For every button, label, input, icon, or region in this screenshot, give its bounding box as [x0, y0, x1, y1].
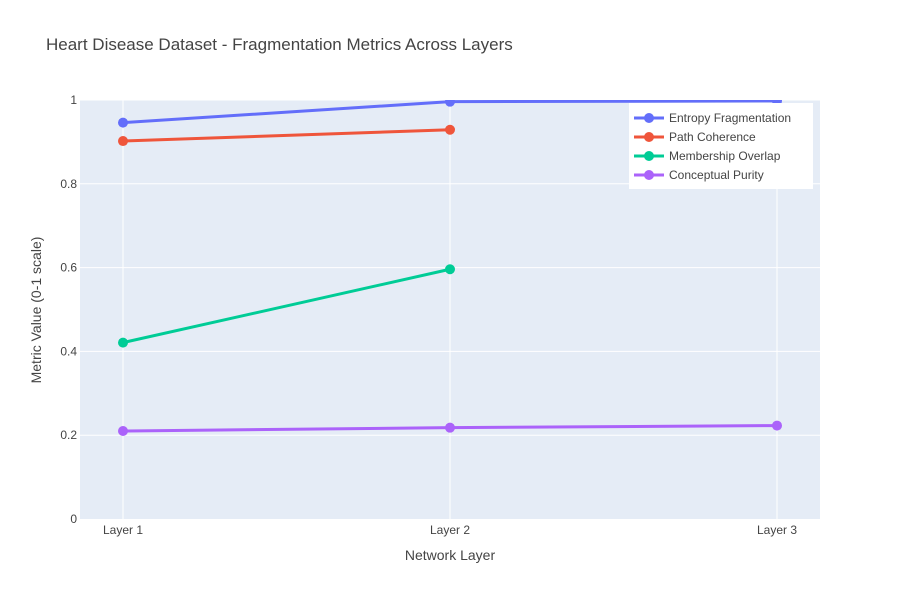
legend-swatch-marker [644, 151, 654, 161]
legend-swatch-marker [644, 132, 654, 142]
data-point-entropy-fragmentation[interactable] [445, 97, 455, 107]
legend-item-membership-overlap[interactable]: Membership Overlap [634, 149, 781, 163]
x-axis-title: Network Layer [405, 547, 496, 563]
y-tick-label: 0.4 [60, 344, 77, 358]
y-tick-label: 1 [70, 93, 77, 107]
y-axis-title: Metric Value (0-1 scale) [28, 237, 44, 384]
series-line-membership-overlap [122, 267, 451, 345]
series-entropy-fragmentation [118, 97, 782, 128]
tick-labels: 0 0.2 0.4 0.6 0.8 1 Layer 1 Layer 2 Layer 3 [60, 93, 797, 537]
series-path-coherence [118, 124, 455, 147]
data-point-membership-overlap[interactable] [445, 264, 455, 275]
series-line-path-coherence [122, 128, 451, 143]
data-point-conceptual-purity[interactable] [445, 422, 455, 433]
legend-swatch-marker [644, 170, 654, 180]
x-tick-label: Layer 2 [430, 523, 470, 537]
x-tick-label: Layer 3 [757, 523, 797, 537]
data-point-conceptual-purity[interactable] [118, 426, 128, 437]
legend-label: Conceptual Purity [669, 168, 764, 182]
series-conceptual-purity [118, 420, 782, 437]
y-tick-label: 0.6 [60, 261, 77, 275]
legend-label: Entropy Fragmentation [669, 111, 791, 125]
y-tick-label: 0 [70, 512, 77, 526]
legend-label: Path Coherence [669, 130, 756, 144]
legend-item-conceptual-purity[interactable]: Conceptual Purity [634, 168, 764, 182]
data-point-path-coherence[interactable] [118, 136, 128, 147]
series-group [118, 97, 782, 437]
x-tick-label: Layer 1 [103, 523, 143, 537]
legend-swatch-marker [644, 113, 654, 123]
data-point-path-coherence[interactable] [445, 124, 455, 135]
data-point-conceptual-purity[interactable] [772, 420, 782, 431]
data-point-membership-overlap[interactable] [118, 337, 128, 348]
legend[interactable]: Entropy Fragmentation Path Coherence Membe… [629, 103, 813, 189]
y-tick-label: 0.8 [60, 177, 77, 191]
y-tick-label: 0.2 [60, 428, 77, 442]
data-point-entropy-fragmentation[interactable] [118, 117, 128, 128]
series-membership-overlap [118, 264, 455, 348]
chart-title: Heart Disease Dataset - Fragmentation Me… [46, 35, 513, 54]
legend-label: Membership Overlap [669, 149, 781, 163]
legend-item-entropy-fragmentation[interactable]: Entropy Fragmentation [634, 111, 791, 125]
legend-item-path-coherence[interactable]: Path Coherence [634, 130, 756, 144]
